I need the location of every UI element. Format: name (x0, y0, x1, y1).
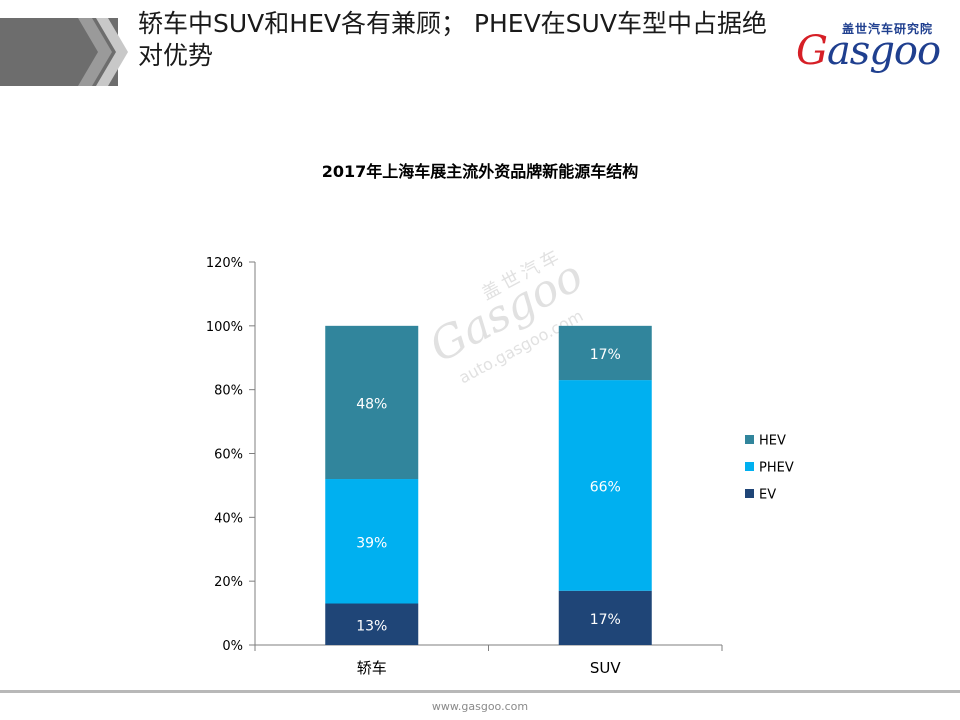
legend-label: HEV (759, 434, 786, 449)
logo-cn-text: 盖世汽车研究院 (842, 22, 934, 36)
legend-swatch-phev (745, 462, 754, 471)
bar-hev (558, 325, 652, 381)
slide-title: 轿车中SUV和HEV各有兼顾； PHEV在SUV车型中占据绝对优势 (138, 9, 767, 70)
footer-divider (0, 690, 960, 693)
data-label: 48% (356, 396, 387, 412)
legend-swatch-ev (745, 489, 754, 498)
y-tick-label: 80% (214, 384, 243, 399)
data-label: 13% (356, 618, 387, 634)
bar-phev (558, 380, 652, 591)
y-tick-label: 20% (214, 575, 243, 590)
bar-phev (325, 479, 419, 604)
bar-ev (558, 590, 652, 645)
bar-ev (325, 603, 419, 645)
gasgoo-logo: 盖世汽车研究院 Gasgoo (796, 20, 946, 80)
y-tick-label: 40% (214, 511, 243, 526)
bar-hev (325, 325, 419, 480)
footer-url: www.gasgoo.com (431, 700, 529, 713)
y-tick-label: 120% (206, 256, 243, 271)
x-tick-label: SUV (590, 659, 622, 677)
legend-label: EV (759, 488, 776, 503)
data-label: 66% (590, 479, 621, 495)
legend-label: PHEV (759, 461, 794, 476)
legend-swatch-hev (745, 435, 754, 444)
y-tick-label: 0% (222, 639, 243, 654)
data-label: 17% (590, 347, 621, 363)
stacked-bar-chart: 0% 20% 40% 60% 80% 100% 120% 13% 39% 48% 轿车 17% 66% 1… (206, 256, 794, 677)
data-label: 17% (590, 612, 621, 628)
y-tick-label: 60% (214, 448, 243, 463)
logo-en-text: Gasgoo (796, 28, 941, 74)
chart-title: 2017年上海车展主流外资品牌新能源车结构 (321, 162, 639, 181)
header-chevrons (78, 18, 128, 86)
y-tick-label: 100% (206, 320, 243, 335)
x-tick-label: 轿车 (357, 659, 387, 677)
data-label: 39% (356, 535, 387, 551)
